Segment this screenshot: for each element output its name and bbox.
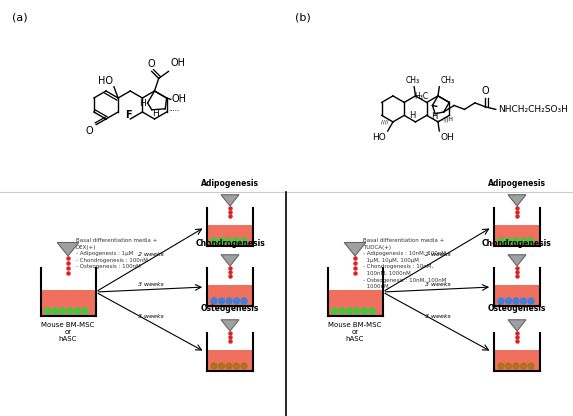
Circle shape: [528, 238, 534, 244]
Circle shape: [211, 363, 217, 369]
Text: 2 weeks: 2 weeks: [425, 252, 451, 257]
Text: Basal differentiation media +
TUDCA(+)
- Adipogenesis : 10nM, 100nM,
  1μM, 10μM: Basal differentiation media + TUDCA(+) -…: [363, 238, 448, 289]
Text: .....: .....: [168, 106, 180, 112]
Polygon shape: [508, 255, 526, 266]
Text: 3 weeks: 3 weeks: [425, 314, 451, 319]
Text: 2 weeks: 2 weeks: [138, 252, 164, 257]
Text: CH₃: CH₃: [440, 76, 454, 85]
Circle shape: [513, 363, 519, 369]
Text: ////: ////: [382, 120, 389, 125]
Text: HO: HO: [372, 133, 386, 142]
Text: Osteogenesis: Osteogenesis: [201, 304, 259, 313]
Circle shape: [528, 363, 534, 369]
Circle shape: [82, 308, 88, 314]
Text: OH: OH: [171, 58, 186, 68]
Text: NHCH₂CH₂SO₃H: NHCH₂CH₂SO₃H: [498, 105, 568, 114]
Circle shape: [520, 363, 527, 369]
Circle shape: [241, 363, 247, 369]
Bar: [328, 290, 382, 316]
Circle shape: [362, 308, 367, 314]
Polygon shape: [344, 243, 366, 256]
Bar: [495, 285, 539, 306]
Circle shape: [498, 363, 504, 369]
Text: Chondrogenesis: Chondrogenesis: [195, 239, 265, 248]
Text: Mouse BM-MSC
or
hASC: Mouse BM-MSC or hASC: [41, 322, 95, 342]
Circle shape: [520, 238, 527, 244]
Text: ....||H: ....||H: [436, 117, 453, 122]
Circle shape: [211, 298, 217, 304]
Text: HO: HO: [98, 76, 113, 86]
Circle shape: [45, 308, 50, 314]
Polygon shape: [57, 243, 79, 256]
Polygon shape: [221, 195, 239, 206]
Bar: [41, 290, 95, 316]
Text: (b): (b): [295, 12, 311, 22]
Circle shape: [218, 238, 225, 244]
Text: Adipogenesis: Adipogenesis: [488, 179, 546, 188]
Polygon shape: [508, 195, 526, 206]
Circle shape: [498, 298, 504, 304]
Text: H₃C: H₃C: [414, 92, 429, 102]
Text: OH: OH: [440, 133, 454, 142]
Circle shape: [67, 308, 73, 314]
Circle shape: [347, 308, 352, 314]
Circle shape: [211, 238, 217, 244]
Circle shape: [498, 238, 504, 244]
Circle shape: [52, 308, 58, 314]
Text: O: O: [481, 86, 489, 96]
Circle shape: [513, 238, 519, 244]
Circle shape: [241, 238, 247, 244]
Circle shape: [505, 238, 512, 244]
Circle shape: [528, 298, 534, 304]
Text: F: F: [125, 110, 132, 120]
Circle shape: [226, 363, 232, 369]
Circle shape: [505, 298, 512, 304]
Circle shape: [218, 298, 225, 304]
Bar: [495, 225, 539, 246]
Circle shape: [218, 363, 225, 369]
Circle shape: [332, 308, 337, 314]
Text: O: O: [85, 126, 93, 136]
Text: Chondrogenesis: Chondrogenesis: [482, 239, 552, 248]
Circle shape: [339, 308, 345, 314]
Circle shape: [60, 308, 65, 314]
Text: 3 weeks: 3 weeks: [138, 282, 164, 287]
Polygon shape: [221, 320, 239, 331]
Text: Adipogenesis: Adipogenesis: [201, 179, 259, 188]
Text: Osteogenesis: Osteogenesis: [488, 304, 546, 313]
Bar: [495, 350, 539, 371]
Bar: [208, 225, 252, 246]
Circle shape: [234, 298, 240, 304]
Circle shape: [354, 308, 360, 314]
Circle shape: [234, 363, 240, 369]
Polygon shape: [508, 320, 526, 331]
Text: H: H: [409, 111, 415, 121]
Text: 3 weeks: 3 weeks: [138, 314, 164, 319]
Text: (a): (a): [12, 12, 28, 22]
Text: H: H: [152, 109, 159, 118]
Circle shape: [520, 298, 527, 304]
Text: OH: OH: [172, 94, 187, 104]
Text: 3 weeks: 3 weeks: [425, 282, 451, 287]
Circle shape: [505, 363, 512, 369]
Circle shape: [226, 238, 232, 244]
Circle shape: [234, 238, 240, 244]
Polygon shape: [221, 255, 239, 266]
Circle shape: [241, 298, 247, 304]
Text: Basal differentiation media +
DEX(+)
- Adipogenesis : 1μM
- Chondrogenesis : 100: Basal differentiation media + DEX(+) - A…: [76, 238, 158, 270]
Circle shape: [74, 308, 80, 314]
Text: O: O: [148, 59, 155, 69]
Circle shape: [513, 298, 519, 304]
Circle shape: [226, 298, 232, 304]
Circle shape: [369, 308, 375, 314]
Text: Mouse BM-MSC
or
hASC: Mouse BM-MSC or hASC: [328, 322, 382, 342]
Text: CH₃: CH₃: [406, 76, 420, 85]
Text: H: H: [431, 112, 437, 121]
Bar: [208, 285, 252, 306]
Text: H: H: [139, 99, 146, 108]
Bar: [208, 350, 252, 371]
